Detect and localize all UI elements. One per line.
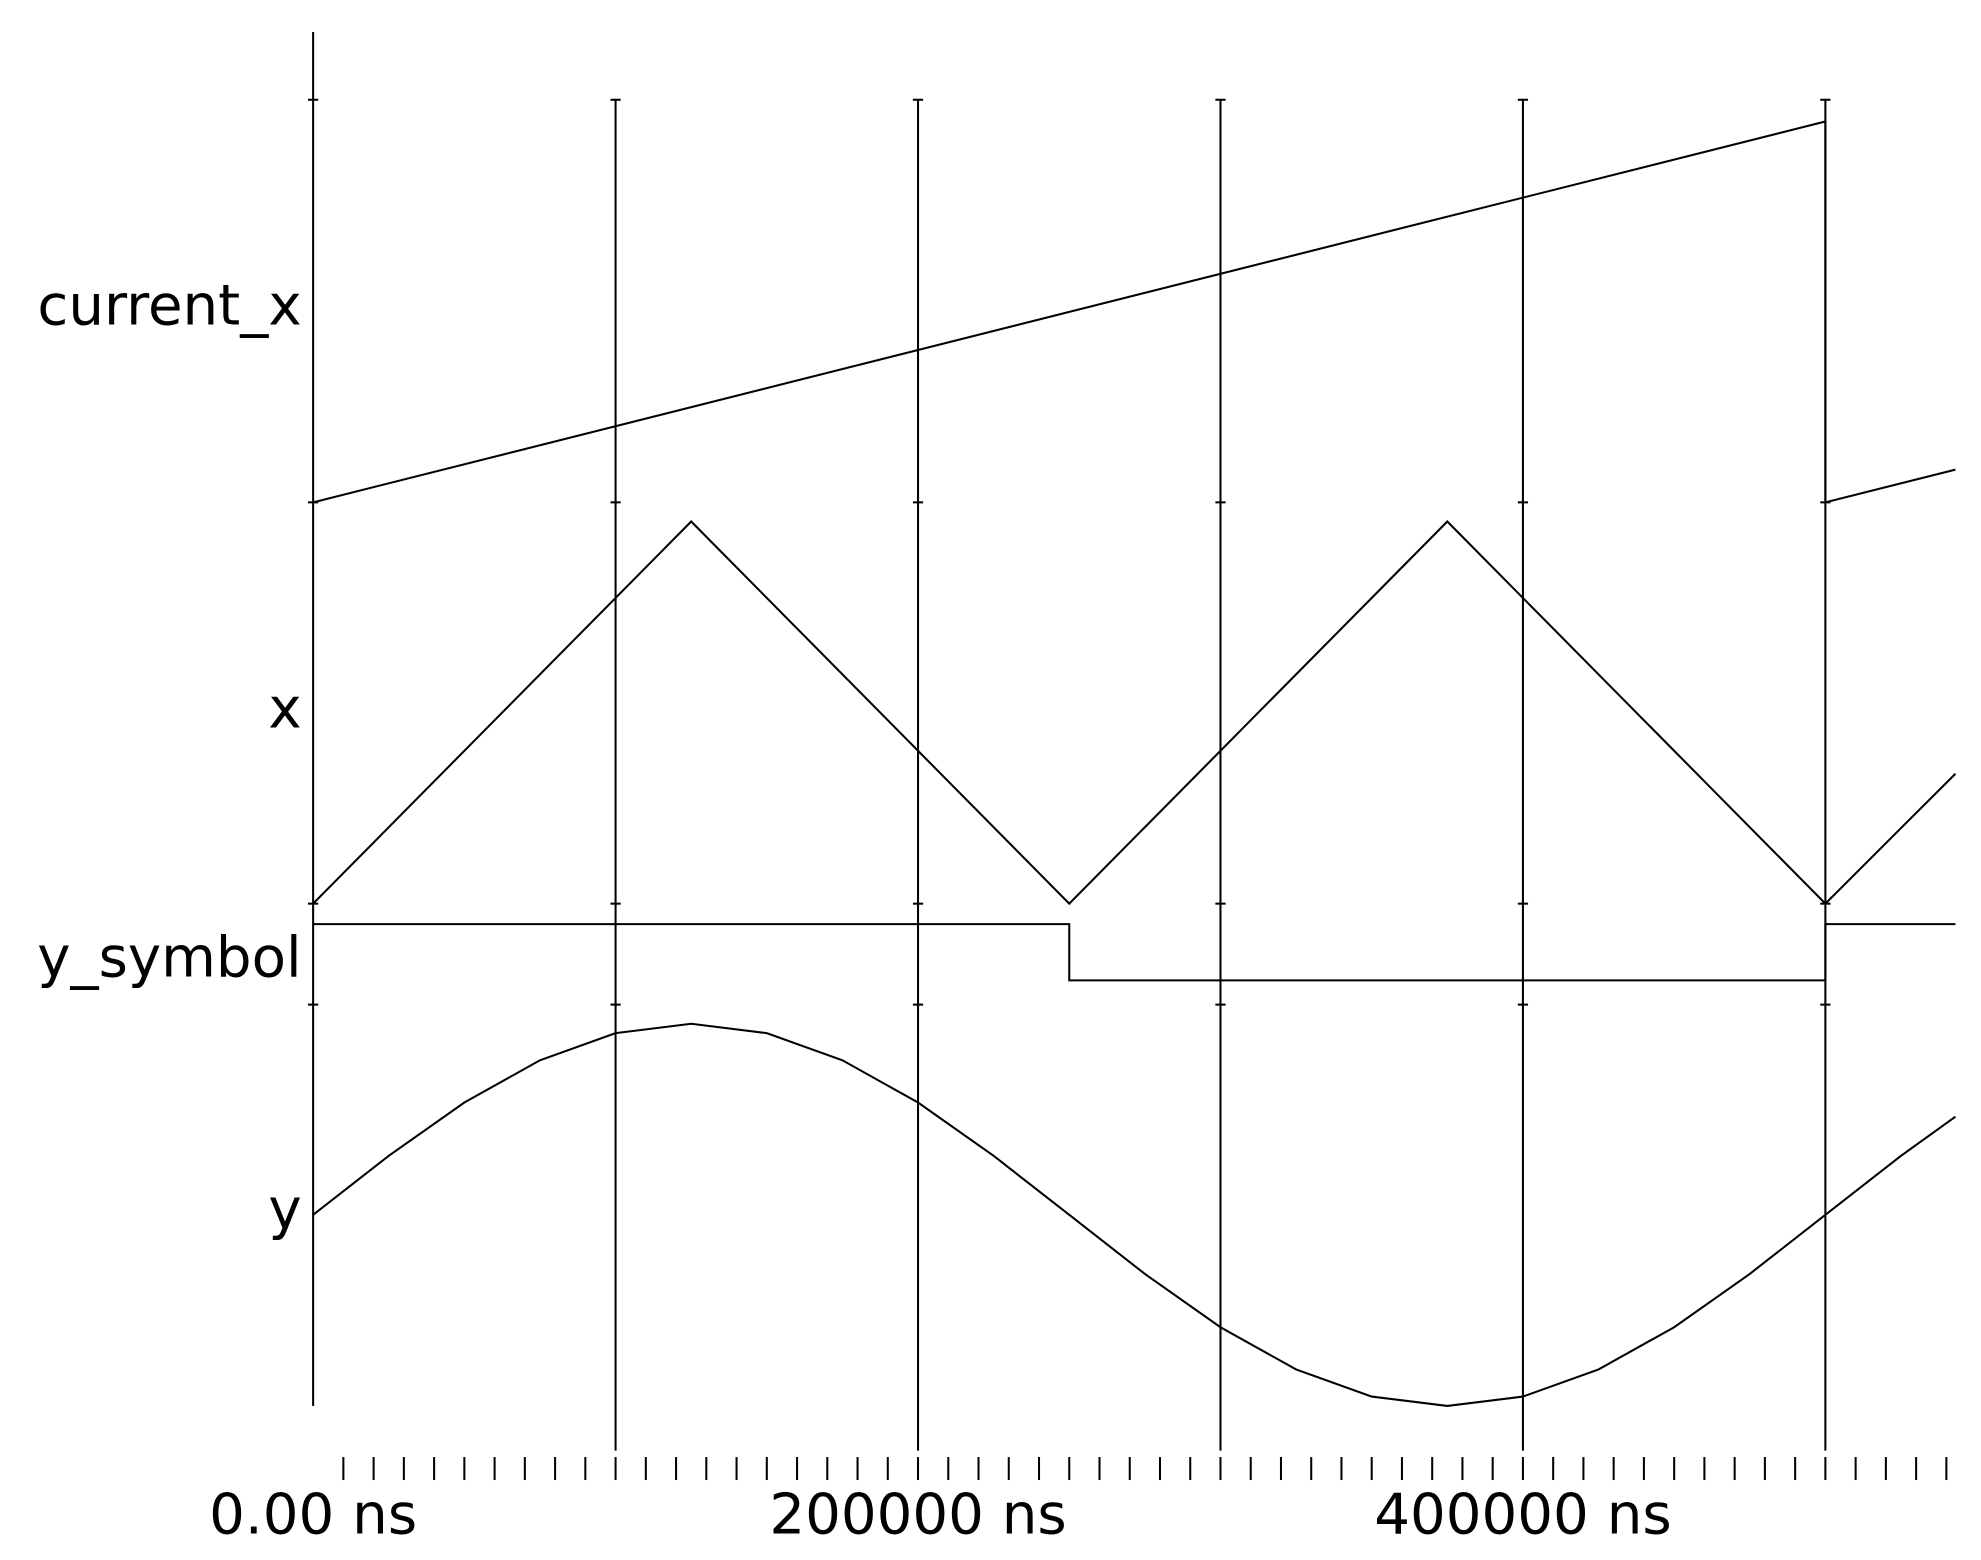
x-tick-label: 200000 ns	[769, 1483, 1066, 1548]
waveform	[313, 923, 1956, 982]
waveform	[312, 520, 1957, 906]
signal-name: current_x	[37, 274, 301, 339]
signal-name: y_symbol	[37, 926, 301, 991]
x-tick-label: 400000 ns	[1374, 1483, 1671, 1548]
waveform	[312, 1022, 1957, 1407]
signal-name: x	[268, 676, 301, 741]
signal-name: y	[268, 1177, 301, 1242]
waveform	[312, 120, 1956, 504]
x-tick-label: 0.00 ns	[209, 1483, 417, 1548]
